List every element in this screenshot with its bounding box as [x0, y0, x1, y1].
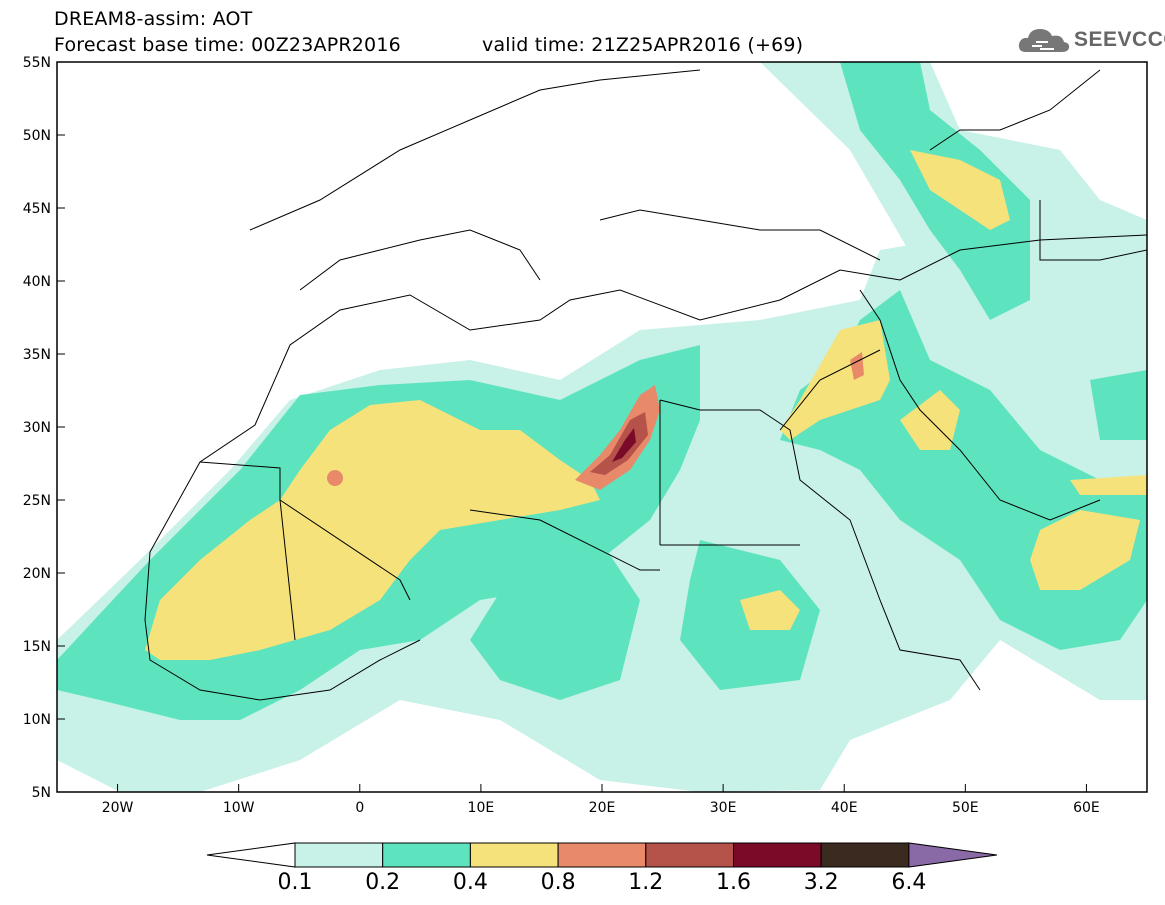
latitude-labels: 55N 50N 45N 40N 35N 30N 25N 20N 15N 10N 5N [23, 55, 51, 801]
latitude-label: 10N [23, 712, 51, 728]
colorbar-segment [469, 842, 559, 868]
latitude-label: 35N [23, 347, 51, 363]
colorbar-segment [382, 842, 471, 868]
latitude-label: 20N [23, 566, 51, 582]
valid-time: valid time: 21Z25APR2016 (+69) [482, 34, 804, 56]
colorbar-level-label: 0.2 [365, 870, 401, 895]
colorbar-level-label: 0.8 [540, 870, 576, 895]
longitude-label: 20E [589, 800, 616, 816]
colorbar-level-label: 1.2 [628, 870, 664, 895]
cloud-icon [1018, 29, 1070, 52]
longitude-label: 40E [831, 800, 858, 816]
colorbar-level-label: 1.6 [716, 870, 751, 895]
aot-contours [57, 62, 1147, 792]
longitude-label: 30E [710, 800, 737, 816]
colorbar-segment [820, 842, 910, 868]
colorbar-segment [733, 842, 822, 868]
latitude-label: 40N [23, 274, 51, 290]
latitude-label: 5N [32, 785, 51, 801]
colorbar-level-label: 6.4 [891, 870, 927, 895]
colorbar-under-triangle [206, 842, 296, 868]
latitude-label: 50N [23, 128, 51, 144]
map-title: DREAM8-assim: AOT [54, 8, 253, 30]
seevccc-logo: SEEVCCC [1018, 24, 1165, 56]
logo-text: SEEVCCC [1074, 28, 1165, 51]
colorbar-over-triangle [908, 842, 997, 868]
latitude-label: 25N [23, 493, 51, 509]
colorbar-level-label: 0.4 [452, 870, 488, 895]
longitude-label: 0 [355, 800, 364, 816]
colorbar-segment [645, 842, 734, 868]
longitude-label: 10E [468, 800, 495, 816]
colorbar-level-label: 3.2 [803, 870, 839, 895]
colorbar-segment [557, 842, 647, 868]
forecast-base-time: Forecast base time: 00Z23APR2016 [54, 34, 401, 56]
longitude-label: 60E [1073, 800, 1100, 816]
longitude-label: 20W [102, 800, 134, 816]
axis-ticks [57, 61, 1087, 793]
colorbar-segment [294, 842, 384, 868]
latitude-label: 30N [23, 420, 51, 436]
latitude-label: 15N [23, 639, 51, 655]
colorbar [206, 842, 997, 868]
colorbar-level-label: 0.1 [277, 870, 313, 895]
longitude-labels: 20W 10W 0 10E 20E 30E 40E 50E 60E [102, 800, 1100, 816]
longitude-label: 10W [223, 800, 255, 816]
latitude-label: 55N [23, 55, 51, 71]
latitude-label: 45N [23, 201, 51, 217]
longitude-label: 50E [952, 800, 979, 816]
